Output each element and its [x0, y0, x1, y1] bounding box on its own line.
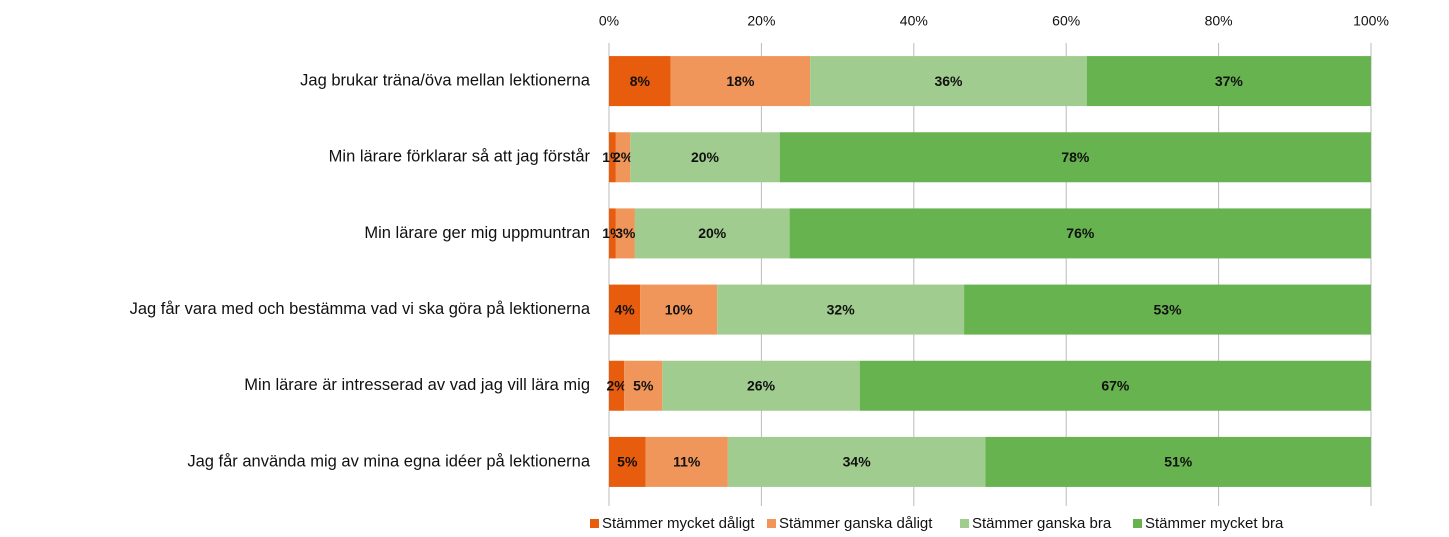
x-tick-label: 100%	[1353, 13, 1389, 29]
data-label: 32%	[827, 301, 856, 317]
legend-swatch	[767, 519, 776, 528]
data-label: 8%	[630, 73, 651, 89]
bar-segment	[640, 284, 718, 335]
bar-segment	[630, 132, 780, 183]
data-label: 51%	[1164, 454, 1193, 470]
bar-segment	[810, 56, 1087, 107]
category-label: Min lärare förklarar så att jag förstår	[329, 148, 591, 166]
bar-segment	[1086, 56, 1371, 107]
bar-segment	[727, 436, 986, 487]
data-label: 2%	[613, 149, 634, 165]
bar-segment	[609, 436, 646, 487]
data-label: 37%	[1215, 73, 1244, 89]
bar-segment	[985, 436, 1371, 487]
data-label: 10%	[665, 301, 694, 317]
bar-segment	[609, 132, 616, 183]
data-label: 67%	[1101, 377, 1130, 393]
legend-label: Stämmer ganska dåligt	[779, 515, 933, 532]
bar-segment	[609, 208, 616, 259]
data-label: 53%	[1154, 301, 1183, 317]
data-label: 26%	[747, 377, 776, 393]
legend-swatch	[1133, 519, 1142, 528]
x-tick-label: 20%	[747, 13, 775, 29]
x-tick-label: 0%	[599, 13, 619, 29]
x-tick-label: 60%	[1052, 13, 1080, 29]
bar-segment	[662, 360, 860, 411]
category-label: Jag får använda mig av mina egna idéer p…	[187, 452, 590, 470]
legend-swatch	[590, 519, 599, 528]
x-tick-label: 40%	[900, 13, 928, 29]
data-label: 20%	[691, 149, 720, 165]
data-label: 34%	[843, 454, 872, 470]
category-label: Min lärare är intresserad av vad jag vil…	[244, 376, 590, 394]
bar-segment	[609, 360, 625, 411]
bar-segment	[789, 208, 1371, 259]
bar-segment	[717, 284, 965, 335]
data-label: 5%	[617, 454, 638, 470]
category-label: Jag får vara med och bestämma vad vi ska…	[130, 300, 591, 318]
category-label: Min lärare ger mig uppmuntran	[364, 224, 590, 242]
legend-label: Stämmer mycket dåligt	[602, 515, 755, 532]
data-label: 18%	[726, 73, 755, 89]
legend-swatch	[960, 519, 969, 528]
bar-segment	[615, 208, 635, 259]
bar-segment	[670, 56, 811, 107]
x-tick-label: 80%	[1205, 13, 1233, 29]
bar-segment	[645, 436, 728, 487]
bar-segment	[964, 284, 1371, 335]
data-label: 20%	[698, 225, 727, 241]
bar-segment	[634, 208, 790, 259]
category-label: Jag brukar träna/öva mellan lektionerna	[300, 71, 591, 89]
bar-segment	[609, 56, 671, 107]
bar-segment	[859, 360, 1371, 411]
data-label: 36%	[934, 73, 963, 89]
bar-segment	[624, 360, 663, 411]
data-label: 78%	[1061, 149, 1090, 165]
bar-segment	[779, 132, 1371, 183]
data-label: 11%	[673, 454, 701, 470]
bar-segment	[615, 132, 631, 183]
legend-label: Stämmer ganska bra	[972, 515, 1112, 532]
data-label: 3%	[615, 225, 636, 241]
data-label: 4%	[615, 301, 636, 317]
data-label: 5%	[633, 377, 654, 393]
data-label: 2%	[607, 377, 628, 393]
data-label: 76%	[1066, 225, 1095, 241]
bar-segment	[609, 284, 641, 335]
legend-label: Stämmer mycket bra	[1145, 515, 1284, 532]
